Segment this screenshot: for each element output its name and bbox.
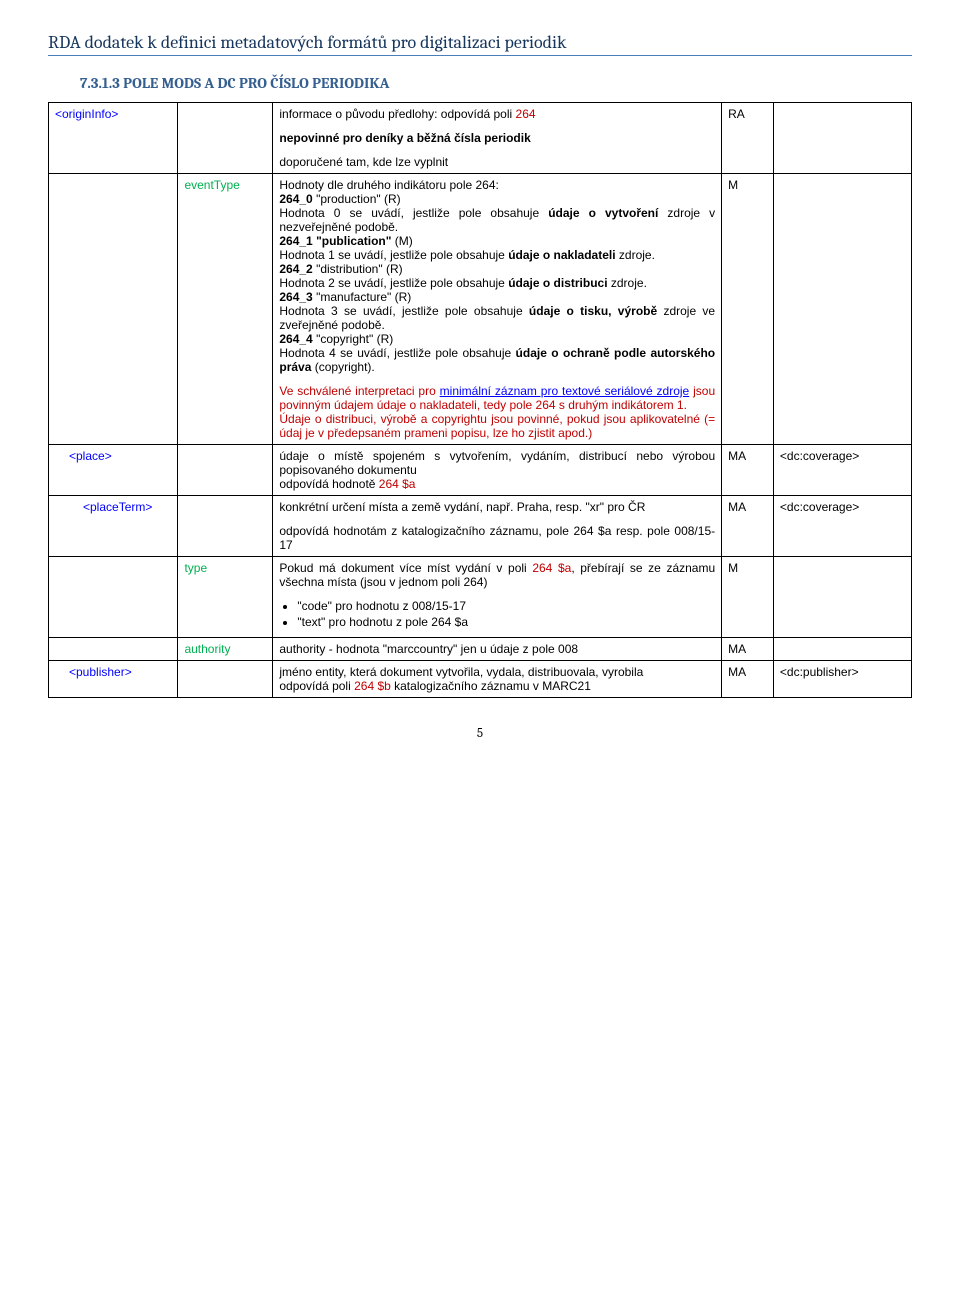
- text: "production" (R): [313, 192, 401, 206]
- element-name: <originInfo>: [49, 103, 178, 174]
- dc-cell: [773, 174, 911, 445]
- text: odpovídá hodnotě: [279, 477, 378, 491]
- element-name: [49, 557, 178, 638]
- element-name: [49, 638, 178, 661]
- text: 264 $b: [354, 679, 391, 693]
- list-item: "text" pro hodnotu z pole 264 $a: [297, 615, 715, 629]
- obligation-cell: M: [722, 557, 774, 638]
- text: Hodnota 1 se uvádí, jestliže pole obsahu…: [279, 248, 508, 262]
- table-row: <place> údaje o místě spojeném s vytvoře…: [49, 445, 912, 496]
- text: "manufacture" (R): [313, 290, 412, 304]
- text: konkrétní určení místa a země vydání, na…: [279, 500, 715, 514]
- desc-cell: authority - hodnota "marccountry" jen u …: [273, 638, 722, 661]
- text: údaje o distribuci: [508, 276, 607, 290]
- text: 264_2: [279, 262, 312, 276]
- text: (copyright).: [311, 360, 374, 374]
- table-row: <originInfo> informace o původu předlohy…: [49, 103, 912, 174]
- text: údaje o nakladateli, tedy pole 264 s dru…: [377, 398, 684, 412]
- element-name: <publisher>: [49, 661, 178, 698]
- text: doporučené tam, kde lze vyplnit: [279, 155, 715, 169]
- page-header: RDA dodatek k definici metadatových form…: [48, 32, 912, 56]
- text: údaje o místě spojeném s vytvořením, vyd…: [279, 449, 715, 477]
- text: Hodnota 2 se uvádí, jestliže pole obsahu…: [279, 276, 508, 290]
- desc-cell: informace o původu předlohy: odpovídá po…: [273, 103, 722, 174]
- text: 264_3: [279, 290, 312, 304]
- element-name: <place>: [49, 445, 178, 496]
- link-text[interactable]: minimální záznam pro textové seriálové z…: [440, 384, 690, 398]
- dc-cell: <dc:coverage>: [773, 496, 911, 557]
- dc-cell: <dc:publisher>: [773, 661, 911, 698]
- text: zdroje.: [616, 248, 655, 262]
- type-cell: authority: [178, 638, 273, 661]
- desc-cell: Pokud má dokument více míst vydání v pol…: [273, 557, 722, 638]
- element-name: [49, 174, 178, 445]
- text: Hodnoty dle druhého indikátoru pole 264:: [279, 178, 715, 192]
- text: katalogizačního záznamu v MARC21: [391, 679, 591, 693]
- text: informace o původu předlohy: odpovídá po…: [279, 107, 515, 121]
- desc-cell: údaje o místě spojeném s vytvořením, vyd…: [273, 445, 722, 496]
- text: "copyright" (R): [313, 332, 394, 346]
- bullet-list: "code" pro hodnotu z 008/15-17 "text" pr…: [297, 599, 715, 629]
- table-row: <placeTerm> konkrétní určení místa a zem…: [49, 496, 912, 557]
- type-cell: eventType: [178, 174, 273, 445]
- obligation-cell: MA: [722, 638, 774, 661]
- obligation-cell: MA: [722, 661, 774, 698]
- type-cell: [178, 103, 273, 174]
- text: 264_4: [279, 332, 312, 346]
- text: údaje o vytvoření: [548, 206, 658, 220]
- text: jméno entity, která dokument vytvořila, …: [279, 665, 715, 679]
- type-cell: [178, 496, 273, 557]
- text: .: [684, 398, 687, 412]
- dc-cell: [773, 638, 911, 661]
- type-cell: type: [178, 557, 273, 638]
- obligation-cell: RA: [722, 103, 774, 174]
- text: Hodnota 0 se uvádí, jestliže pole obsahu…: [279, 206, 548, 220]
- text: 264 $a: [532, 561, 571, 575]
- dc-cell: [773, 557, 911, 638]
- section-heading: 7.3.1.3 POLE MODS A DC PRO ČÍSLO PERIODI…: [80, 74, 912, 92]
- text: 264: [516, 107, 536, 121]
- text: 264_0: [279, 192, 312, 206]
- text: údaje o nakladateli: [508, 248, 615, 262]
- text: Hodnota 3 se uvádí, jestliže pole obsahu…: [279, 304, 529, 318]
- desc-cell: konkrétní určení místa a země vydání, na…: [273, 496, 722, 557]
- dc-cell: [773, 103, 911, 174]
- list-item: "code" pro hodnotu z 008/15-17: [297, 599, 715, 613]
- table-row: authority authority - hodnota "marccount…: [49, 638, 912, 661]
- text: Údaje o distribuci, výrobě a copyrightu …: [279, 412, 715, 440]
- desc-cell: jméno entity, která dokument vytvořila, …: [273, 661, 722, 698]
- text: odpovídá hodnotám z katalogizačního zázn…: [279, 524, 715, 552]
- text: zdroje.: [608, 276, 647, 290]
- text: 264 $a: [379, 477, 416, 491]
- text: "distribution" (R): [313, 262, 403, 276]
- text: (M): [391, 234, 412, 248]
- type-cell: [178, 445, 273, 496]
- obligation-cell: MA: [722, 445, 774, 496]
- obligation-cell: MA: [722, 496, 774, 557]
- text: 264_1 "publication": [279, 234, 391, 248]
- table-row: eventType Hodnoty dle druhého indikátoru…: [49, 174, 912, 445]
- text: nepovinné pro deníky a běžná čísla perio…: [279, 131, 715, 145]
- table-row: type Pokud má dokument více míst vydání …: [49, 557, 912, 638]
- metadata-table: <originInfo> informace o původu předlohy…: [48, 102, 912, 698]
- text: Ve schválené interpretaci pro: [279, 384, 439, 398]
- desc-cell: Hodnoty dle druhého indikátoru pole 264:…: [273, 174, 722, 445]
- element-name: <placeTerm>: [49, 496, 178, 557]
- text: údaje o tisku, výrobě: [529, 304, 657, 318]
- obligation-cell: M: [722, 174, 774, 445]
- text: Pokud má dokument více míst vydání v pol…: [279, 561, 532, 575]
- dc-cell: <dc:coverage>: [773, 445, 911, 496]
- table-row: <publisher> jméno entity, která dokument…: [49, 661, 912, 698]
- text: odpovídá poli: [279, 679, 354, 693]
- page-number: 5: [48, 726, 912, 741]
- text: Hodnota 4 se uvádí, jestliže pole obsahu…: [279, 346, 515, 360]
- type-cell: [178, 661, 273, 698]
